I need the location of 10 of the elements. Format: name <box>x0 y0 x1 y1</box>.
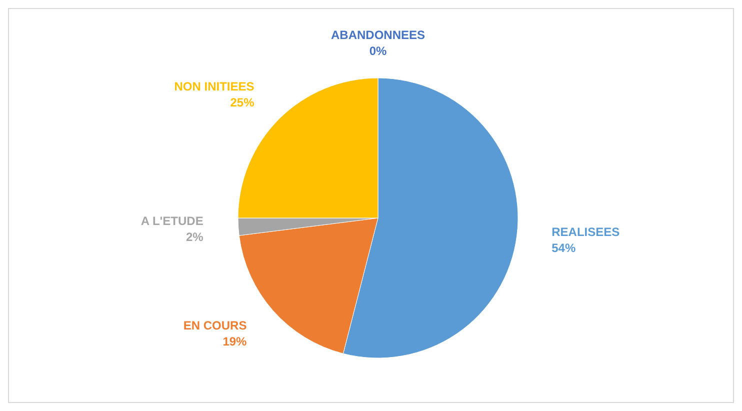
data-label: 54% <box>552 240 576 255</box>
slice-label: NON INITIEES <box>174 79 254 94</box>
slice-label: REALISEES <box>552 224 620 239</box>
category-label: ABANDONNEES <box>330 28 426 42</box>
data-label: 25% <box>230 95 255 110</box>
slice-label: A L'ETUDE <box>140 214 204 228</box>
text: 0% <box>369 44 387 58</box>
data-label: 19% <box>222 334 248 349</box>
slice-label: EN COURS <box>183 318 247 333</box>
data-label: 2% <box>186 230 204 244</box>
